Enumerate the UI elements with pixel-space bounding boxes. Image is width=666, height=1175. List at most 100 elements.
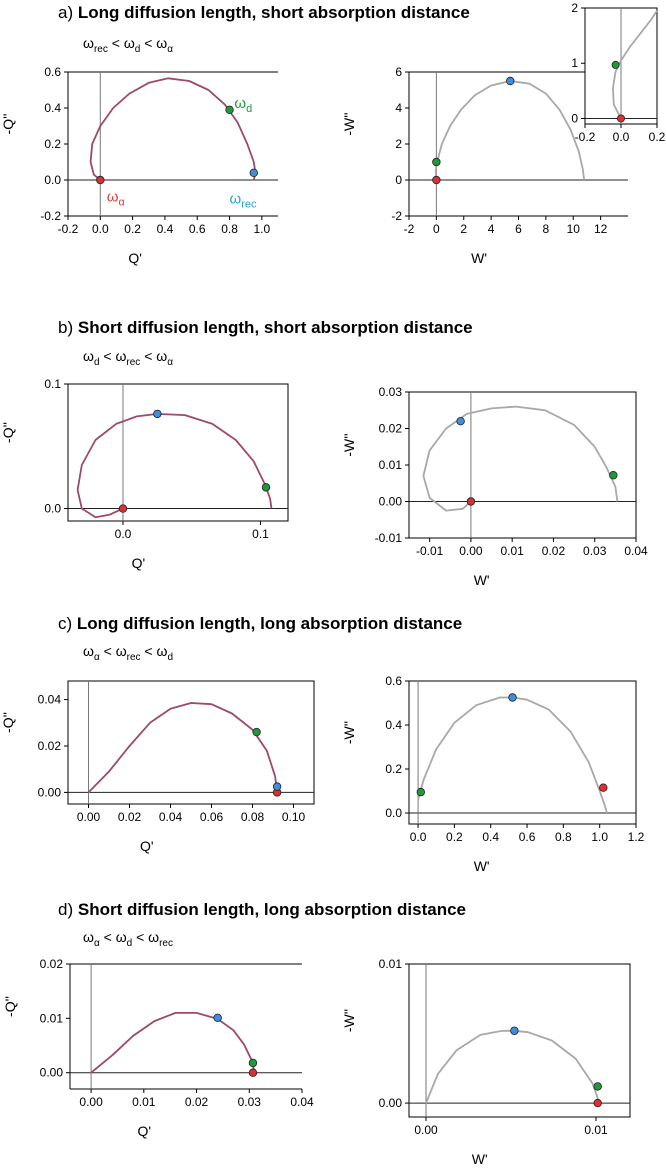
plot-d-W: 0.00 0.01 0.00 0.01 W' -W'': [341, 957, 631, 1167]
data-point-marker: [506, 76, 515, 86]
ordering-operator: <: [140, 643, 157, 659]
plot-d-Q: 0.00 0.01 0.02 0.03 0.04 0.00 0.01 0.02 Q' -Q'': [2, 957, 314, 1139]
y-axis-label: -W'': [341, 112, 357, 135]
ordering-subscript: α: [93, 937, 100, 949]
y-tick-label: 0.00: [379, 1096, 403, 1110]
x-tick-label: 0.03: [238, 1095, 262, 1109]
x-tick-label: 0.8: [221, 222, 238, 236]
y-tick-label: 0.0: [385, 806, 402, 820]
y-tick-label: 0.2: [385, 762, 402, 776]
data-point-marker: [599, 783, 608, 792]
ordering-subscript: d: [126, 937, 133, 949]
data-point-marker: [252, 727, 261, 737]
ordering-omega: ω: [83, 348, 94, 364]
y-tick-label: 2: [571, 1, 578, 15]
y-tick-label: 0.02: [40, 957, 64, 971]
panel-b-heading: Short diffusion length, short absorption…: [77, 318, 473, 337]
x-tick-label: 0.0: [613, 130, 630, 144]
data-point-marker: [272, 782, 282, 791]
ordering-subscript: d: [93, 356, 100, 368]
panel-a-letter: a): [58, 3, 74, 22]
y-tick-label: 2: [395, 137, 402, 151]
x-tick-label: 0.0: [410, 830, 427, 844]
annotation-subscript: d: [246, 103, 252, 115]
ordering-omega: ω: [156, 35, 168, 51]
ordering-subscript: α: [167, 356, 173, 368]
x-tick-label: 0.2: [124, 222, 141, 236]
x-tick-label: 10: [567, 222, 581, 236]
x-tick-label: 1.2: [628, 830, 645, 844]
data-point-marker: [510, 1026, 519, 1035]
x-tick-label: 0.04: [159, 810, 183, 824]
y-tick-label: 1: [571, 56, 578, 70]
panel-c-letter: c): [58, 614, 73, 633]
ordering-operator: <: [99, 643, 116, 659]
annotation-omega: ω: [230, 190, 242, 207]
x-tick-label: 0.08: [241, 810, 265, 824]
ordering-operator: <: [99, 929, 116, 945]
y-tick-label: 0.01: [379, 957, 403, 971]
series-line: [87, 702, 278, 794]
ordering-omega: ω: [148, 929, 160, 945]
y-tick-label: 0.00: [38, 785, 62, 799]
y-tick-label: -0.01: [375, 531, 403, 545]
data-point-marker: [617, 114, 626, 123]
plot-c-Q: 0.00 0.02 0.04 0.06 0.08 0.10 0.00 0.02 0.04 Q' -Q…: [0, 680, 315, 854]
x-tick-label: 1.0: [591, 830, 608, 844]
plot-frame: [67, 383, 289, 522]
data-point-marker: [153, 409, 162, 419]
data-point-marker: [508, 693, 517, 702]
series-line: [90, 1012, 256, 1074]
x-tick-label: 0.06: [200, 810, 224, 824]
x-tick-label: 0.1: [252, 527, 269, 541]
x-tick-label: 4: [488, 222, 495, 236]
x-tick-label: -0.2: [575, 130, 596, 144]
y-tick-label: 0.2: [44, 137, 61, 151]
x-tick-label: 0.01: [501, 544, 525, 558]
x-tick-label: 0.00: [79, 1095, 103, 1109]
series-line: [89, 77, 257, 181]
x-axis-label: W': [471, 250, 487, 266]
x-tick-label: 0.6: [189, 222, 206, 236]
x-tick-label: 0.02: [118, 810, 142, 824]
y-tick-label: 0.03: [379, 385, 403, 399]
data-point-marker: [248, 1058, 258, 1068]
data-point-marker: [96, 175, 105, 185]
x-tick-label: 0.04: [624, 544, 648, 558]
x-tick-label: 0.00: [77, 810, 101, 824]
y-tick-label: 0.0: [44, 502, 61, 516]
ordering-operator: <: [140, 348, 157, 364]
series-line: [76, 413, 273, 519]
ordering-omega: ω: [156, 643, 168, 659]
x-tick-label: 0.01: [584, 1123, 608, 1137]
ordering-operator: <: [99, 348, 116, 364]
x-tick-label: 0.04: [290, 1095, 314, 1109]
frequency-annotation: ωrec: [230, 190, 257, 210]
y-tick-label: 0: [571, 111, 578, 125]
ordering-omega: ω: [123, 35, 135, 51]
ordering-omega: ω: [83, 35, 94, 51]
y-tick-label: -0.2: [40, 209, 61, 223]
ordering-subscript: rec: [159, 937, 173, 949]
data-point-marker: [118, 504, 128, 513]
series-line: [417, 696, 608, 814]
panel-a-heading: Long diffusion length, short absorption …: [77, 3, 470, 22]
ordering-omega: ω: [115, 348, 127, 364]
y-tick-label: 0.4: [385, 718, 402, 732]
data-point-marker: [432, 157, 441, 167]
ordering-omega: ω: [156, 348, 168, 364]
x-axis-label: Q': [132, 555, 146, 571]
y-axis-label: -W'': [341, 721, 357, 744]
x-tick-label: 0.01: [132, 1095, 156, 1109]
y-tick-label: 0.02: [38, 739, 62, 753]
x-tick-label: 0.2: [446, 830, 463, 844]
data-point-marker: [456, 417, 465, 426]
data-point-marker: [213, 1013, 222, 1023]
panel-a-ordering: ωrec < ωd < ωα: [83, 35, 173, 55]
y-tick-label: 0.0: [44, 173, 61, 187]
data-point-marker: [611, 60, 620, 69]
panel-d-ordering: ωα < ωd < ωrec: [83, 929, 173, 949]
panel-a-title: a) Long diffusion length, short absorpti…: [58, 3, 470, 23]
plot-b-W: -0.01 0.00 0.01 0.02 0.03 0.04 -0.01 0.00 0.01 0.…: [341, 385, 648, 588]
